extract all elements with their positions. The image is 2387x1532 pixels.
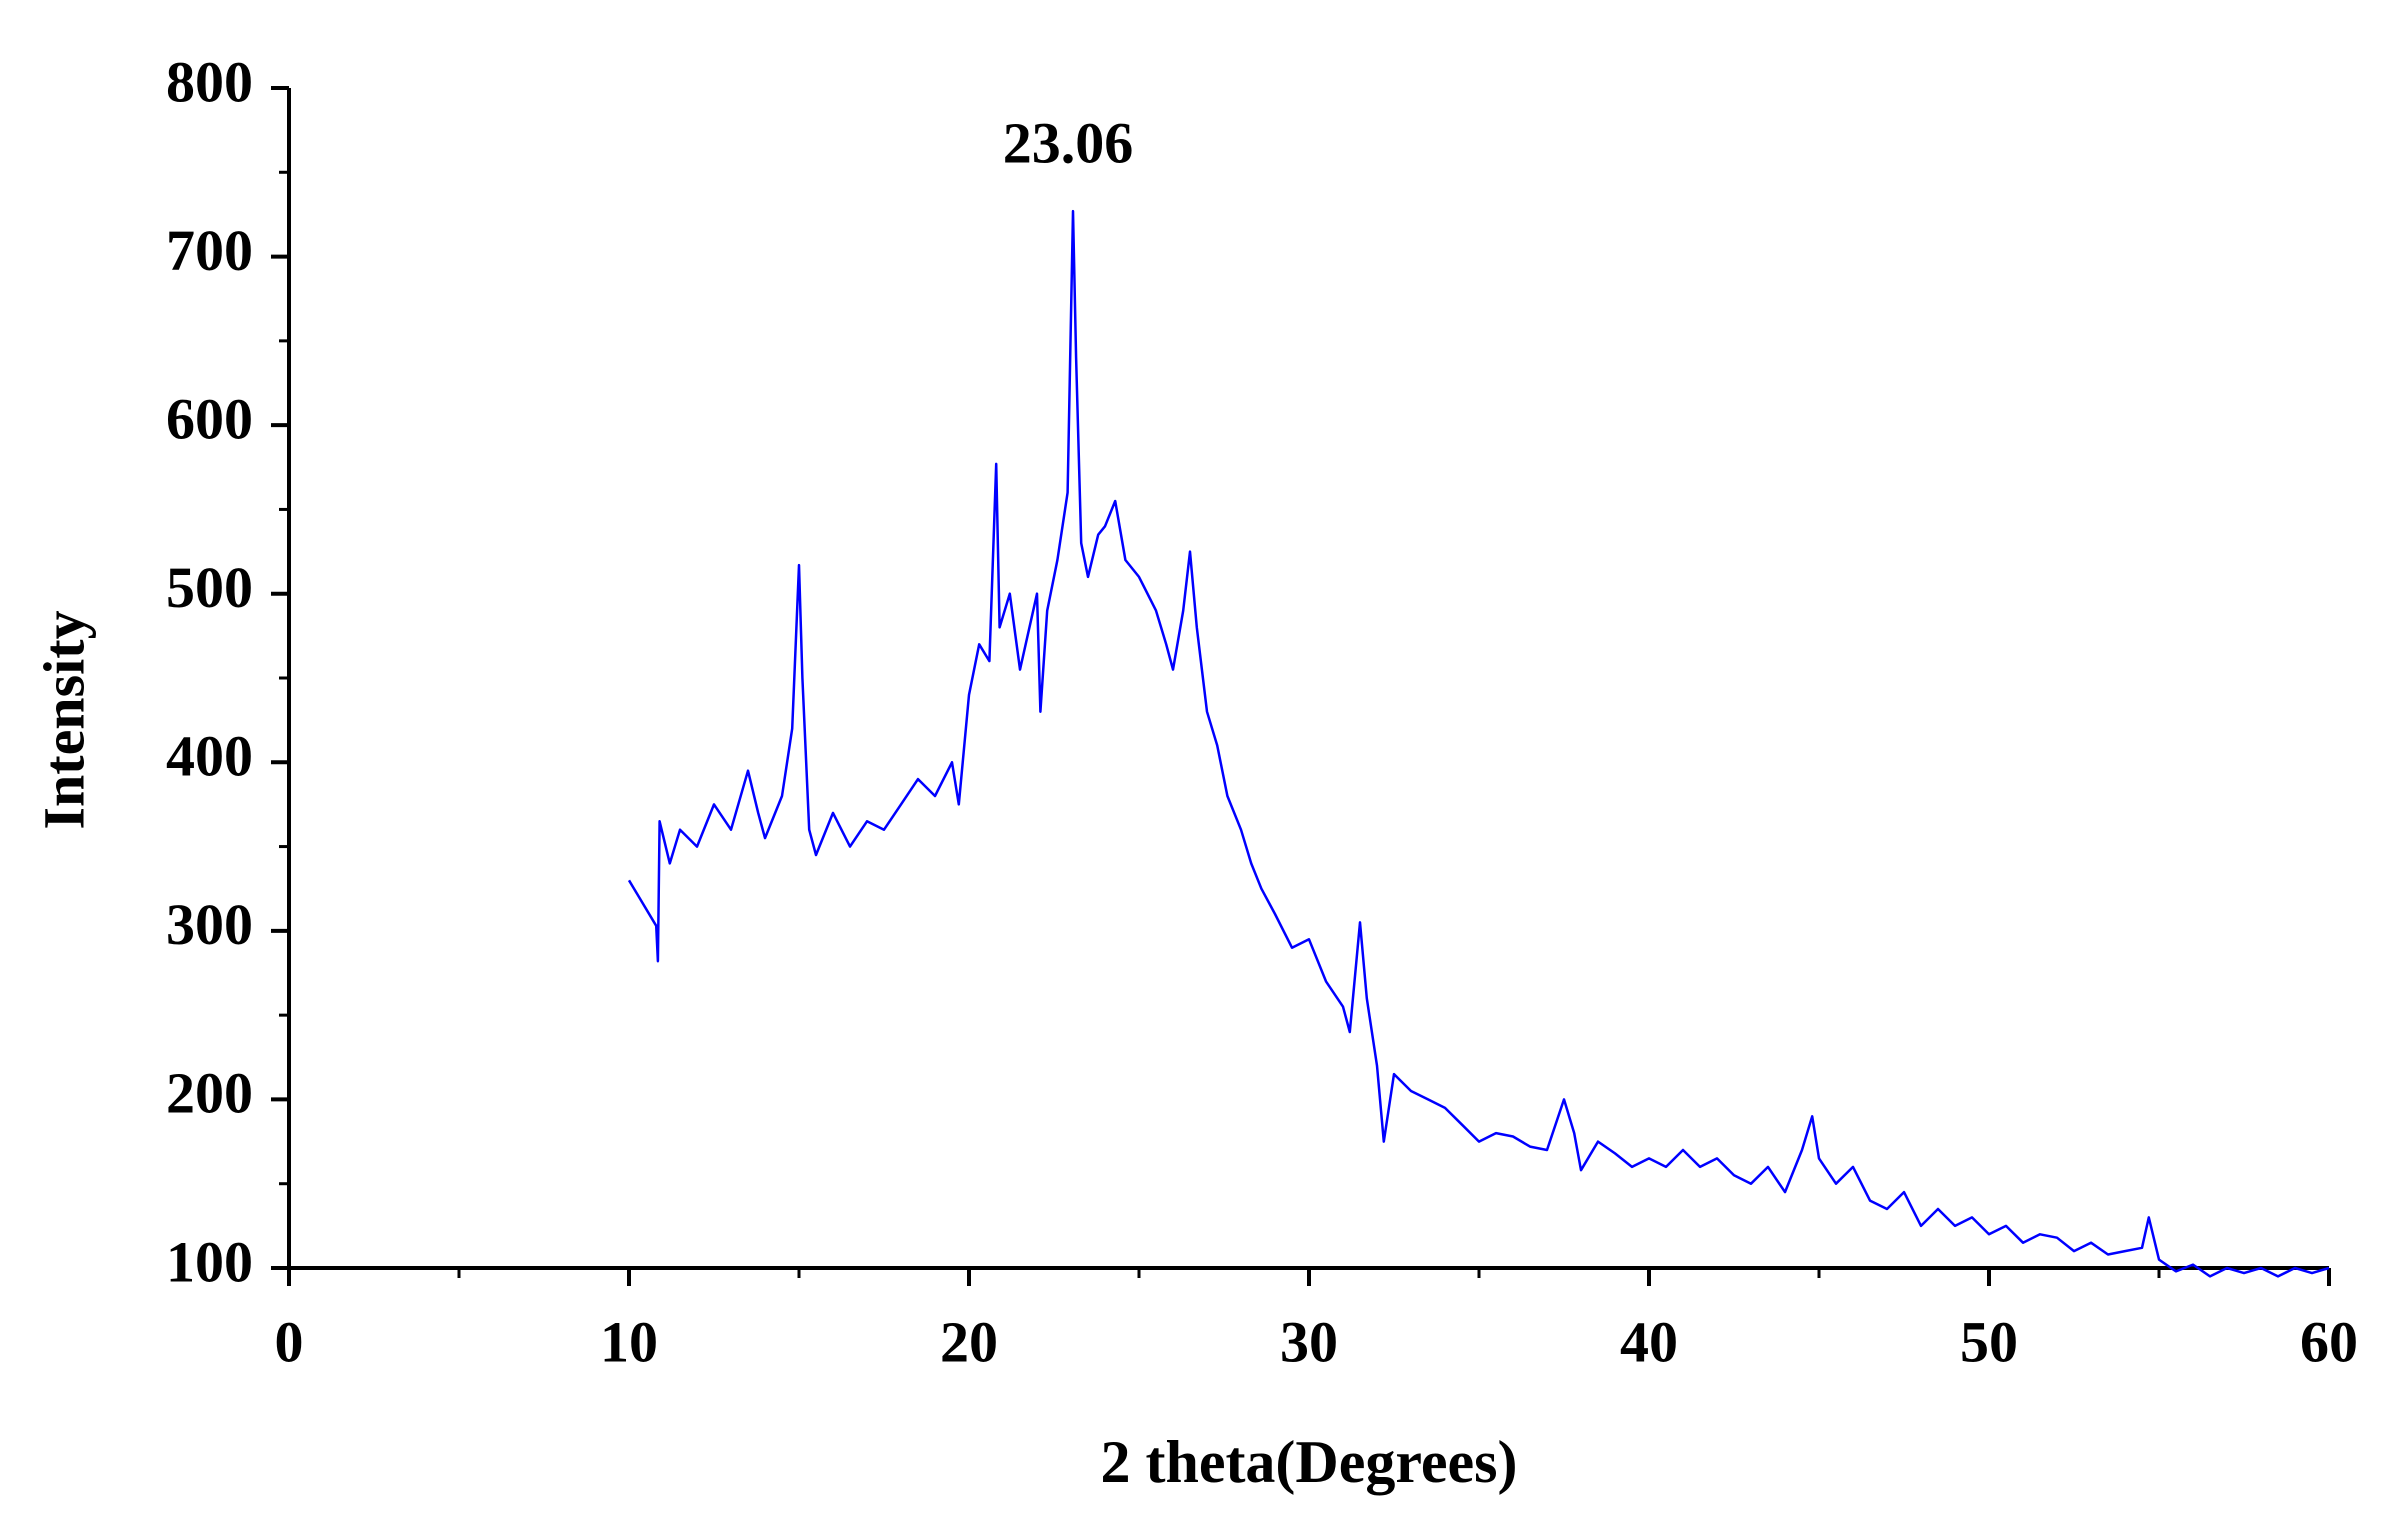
x-axis-title: 2 theta(Degrees) bbox=[1100, 1429, 1517, 1495]
x-tick-label: 10 bbox=[600, 1309, 658, 1374]
x-tick-label: 30 bbox=[1280, 1309, 1338, 1374]
x-tick-label: 50 bbox=[1960, 1309, 2018, 1374]
y-tick-label: 600 bbox=[166, 386, 253, 451]
y-axis-title: Intensity bbox=[31, 610, 96, 829]
x-tick-label: 60 bbox=[2300, 1309, 2358, 1374]
y-tick-label: 100 bbox=[166, 1229, 253, 1294]
y-tick-label: 800 bbox=[166, 49, 253, 114]
data-line bbox=[627, 209, 2330, 1278]
y-tick-label: 700 bbox=[166, 218, 253, 283]
y-tick-label: 500 bbox=[166, 555, 253, 620]
y-tick-label: 400 bbox=[166, 724, 253, 789]
x-tick-label: 0 bbox=[275, 1309, 304, 1374]
y-tick-label: 200 bbox=[166, 1061, 253, 1126]
x-tick-label: 20 bbox=[940, 1309, 998, 1374]
peak-annotation: 23.06 bbox=[1003, 110, 1134, 175]
x-tick-label: 40 bbox=[1620, 1309, 1678, 1374]
y-tick-label: 300 bbox=[166, 892, 253, 957]
